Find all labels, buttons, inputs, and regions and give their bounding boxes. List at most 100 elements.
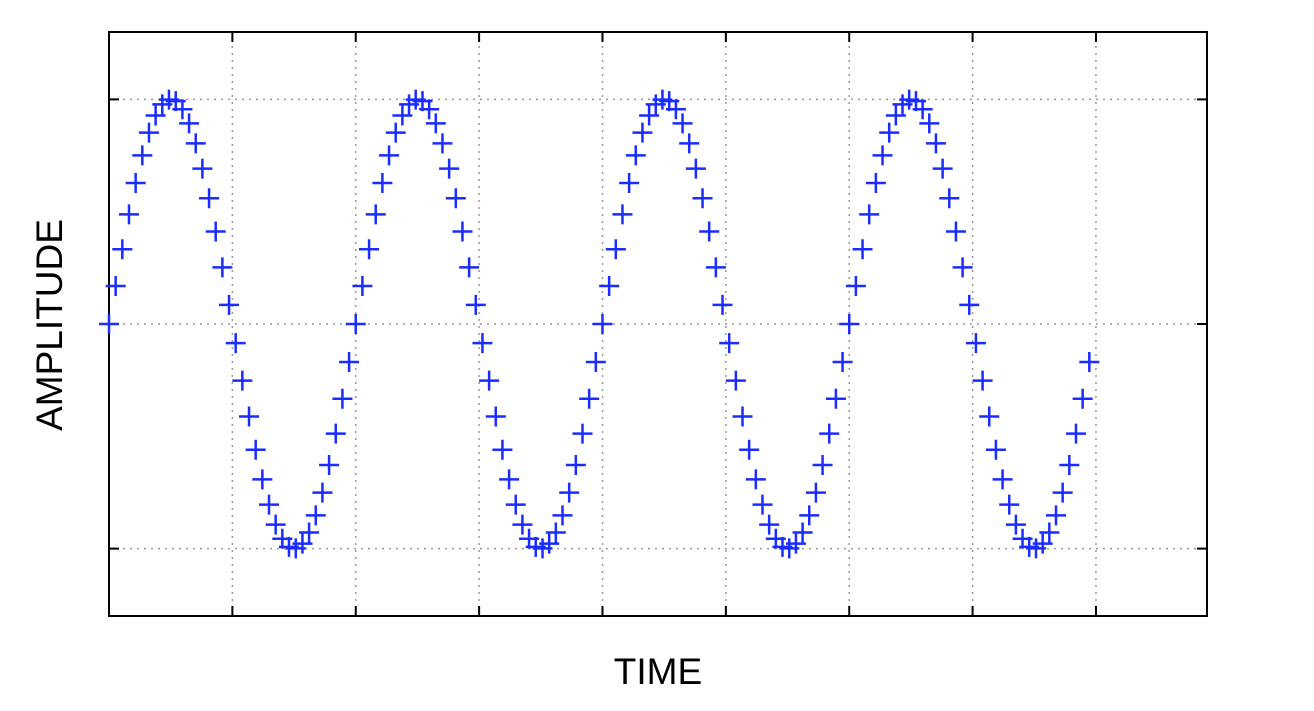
marker [192, 158, 213, 179]
marker [339, 351, 360, 372]
marker [799, 505, 820, 526]
marker [579, 388, 600, 409]
marker [719, 333, 740, 354]
marker [639, 105, 660, 126]
marker [1059, 455, 1080, 476]
marker [432, 133, 453, 154]
marker [185, 133, 206, 154]
marker [672, 113, 693, 134]
marker [259, 494, 280, 515]
marker [225, 333, 246, 354]
marker [359, 239, 380, 260]
marker [605, 239, 626, 260]
marker [319, 455, 340, 476]
marker [325, 423, 346, 444]
marker [372, 172, 393, 193]
marker [792, 522, 813, 543]
marker [739, 439, 760, 460]
marker [505, 494, 526, 515]
marker [219, 294, 240, 315]
marker [939, 188, 960, 209]
marker [965, 333, 986, 354]
marker [859, 204, 880, 225]
marker [852, 239, 873, 260]
marker [112, 239, 133, 260]
marker [705, 257, 726, 278]
marker [712, 294, 733, 315]
marker [825, 388, 846, 409]
marker [625, 145, 646, 166]
marker [365, 204, 386, 225]
marker [985, 439, 1006, 460]
marker [145, 105, 166, 126]
marker [972, 370, 993, 391]
marker [419, 99, 440, 120]
marker [879, 122, 900, 143]
marker [632, 122, 653, 143]
marker [439, 158, 460, 179]
marker [299, 522, 320, 543]
marker [1052, 482, 1073, 503]
marker [685, 158, 706, 179]
marker [1045, 505, 1066, 526]
marker [725, 370, 746, 391]
marker [832, 351, 853, 372]
marker [759, 514, 780, 535]
marker [692, 188, 713, 209]
x-axis-label: TIME [614, 651, 702, 692]
marker [312, 482, 333, 503]
marker [512, 514, 533, 535]
marker [1065, 423, 1086, 444]
marker [912, 99, 933, 120]
marker [99, 314, 119, 334]
marker [472, 333, 493, 354]
marker [732, 406, 753, 427]
marker [819, 423, 840, 444]
marker [1032, 533, 1053, 554]
marker [392, 105, 413, 126]
marker [179, 113, 200, 134]
marker [125, 172, 146, 193]
marker [752, 494, 773, 515]
marker [232, 370, 253, 391]
marker [839, 314, 860, 334]
marker [132, 145, 153, 166]
marker [305, 505, 326, 526]
marker [665, 99, 686, 120]
marker [785, 533, 806, 554]
marker [199, 188, 220, 209]
marker [885, 105, 906, 126]
marker [845, 276, 866, 297]
marker [499, 469, 520, 490]
marker [445, 188, 466, 209]
marker [479, 370, 500, 391]
marker [385, 122, 406, 143]
marker [485, 406, 506, 427]
marker [332, 388, 353, 409]
marker [619, 172, 640, 193]
marker [245, 439, 266, 460]
y-axis-label: AMPLITUDE [29, 219, 70, 431]
marker [292, 533, 313, 554]
marker [592, 314, 613, 334]
marker [925, 133, 946, 154]
marker [459, 257, 480, 278]
marker [1072, 388, 1093, 409]
marker [572, 423, 593, 444]
marker [699, 221, 720, 242]
marker [105, 276, 126, 297]
marker [919, 113, 940, 134]
marker [945, 221, 966, 242]
marker [425, 113, 446, 134]
marker [452, 221, 473, 242]
marker [865, 172, 886, 193]
marker [552, 505, 573, 526]
marker [872, 145, 893, 166]
marker [265, 514, 286, 535]
marker [992, 469, 1013, 490]
marker [465, 294, 486, 315]
marker [205, 221, 226, 242]
marker [379, 145, 400, 166]
marker [118, 204, 139, 225]
marker [345, 314, 366, 334]
